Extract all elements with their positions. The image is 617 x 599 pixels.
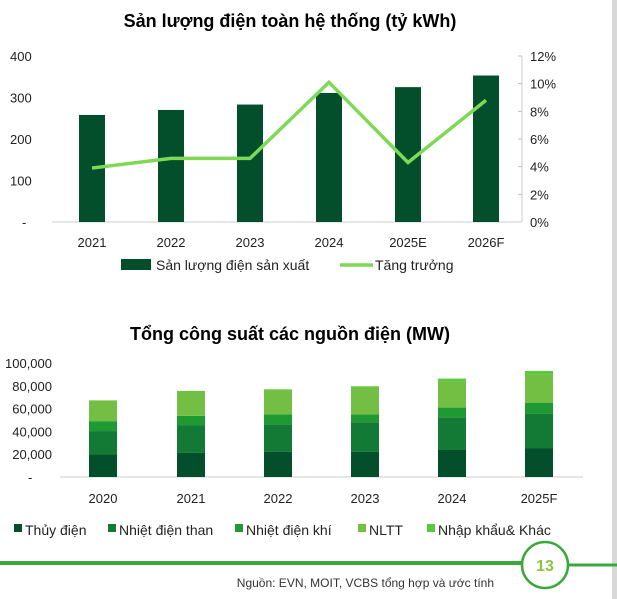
bar-segment-2023 [351,422,379,452]
legend-label: Nhập khẩu& Khác [438,522,551,538]
x-tick-label: 2025F [521,491,558,506]
bar-segment-2022 [264,414,292,425]
legend-label: Nhiệt điện than [119,522,213,538]
legend-label: Thủy điện [25,522,86,538]
bar-2026F [473,75,499,222]
y-tick-label: 80,000 [12,379,52,394]
bar-segment-2020 [89,431,117,455]
legend-swatch [108,524,116,532]
x-tick-label: 2023 [351,491,380,506]
legend-swatch [14,524,22,532]
bar-segment-2020 [89,454,117,477]
x-tick-label: 2021 [78,235,107,250]
y-tick-label: 300 [10,91,32,106]
legend-swatch [427,524,435,532]
bar-segment-2025F [525,374,553,403]
bar-2022 [158,109,184,222]
bar-segment-2021 [177,415,205,426]
bar-segment-2024 [438,449,466,477]
y-tick-label: - [22,215,26,230]
growth-line [91,79,488,170]
page-number: 13 [536,558,554,575]
bar-2023 [237,104,263,222]
bar-segment-2023 [351,386,379,388]
bar-segment-2024 [438,417,466,450]
bar-segment-2020 [89,421,117,432]
bar-segment-2021 [177,452,205,477]
y-tick-label: 40,000 [12,424,52,439]
legend-bar-label: Sản lượng điện sản xuất [156,257,309,273]
y-tick-label: 100 [10,174,32,189]
y-tick-label: - [28,470,32,485]
bar-segment-2022 [264,451,292,477]
bar-segment-2022 [264,390,292,415]
bar-segment-2024 [438,381,466,408]
y-tick-label: 400 [10,49,32,64]
y2-tick-label: 6% [530,132,549,147]
y2-tick-label: 4% [530,160,549,175]
bar-segment-2023 [351,414,379,423]
bar-segment-2025F [525,402,553,414]
bar-segment-2024 [438,407,466,418]
legend-swatch [358,524,366,532]
x-tick-label: 2025E [389,235,427,250]
y2-tick-label: 12% [530,49,556,64]
legend-label: Nhiệt điện khí [246,522,332,538]
y2-tick-label: 2% [530,187,549,202]
x-tick-label: 2024 [315,235,344,250]
legend-line-label: Tăng trưởng [375,257,453,273]
source-note: Nguồn: EVN, MOIT, VCBS tổng hợp và ước t… [237,576,494,590]
page-edge [612,0,617,599]
bar-segment-2022 [264,389,292,391]
bar-segment-2022 [264,424,292,452]
y2-tick-label: 8% [530,104,549,119]
y2-tick-label: 0% [530,215,549,230]
y-tick-label: 60,000 [12,402,52,417]
x-tick-label: 2022 [157,235,186,250]
legend-bar-swatch [121,259,151,270]
bar-segment-2025F [525,413,553,449]
bar-segment-2024 [438,378,466,382]
chart1-title: Sản lượng điện toàn hệ thống (tỷ kWh) [124,11,457,31]
bar-segment-2021 [177,425,205,453]
x-tick-label: 2022 [264,491,293,506]
legend-label: NLTT [369,522,403,538]
chart2-title: Tổng công suất các nguồn điện (MW) [130,324,450,344]
bar-segment-2023 [351,451,379,477]
legend-swatch [235,524,243,532]
bar-segment-2020 [89,400,117,422]
bar-segment-2021 [177,391,205,416]
bar-segment-2023 [351,387,379,415]
bar-segment-2025F [525,448,553,477]
y-tick-label: 200 [10,132,32,147]
page-number-badge [520,540,570,590]
x-tick-label: 2021 [177,491,206,506]
x-tick-label: 2026F [468,235,505,250]
x-tick-label: 2020 [89,491,118,506]
x-tick-label: 2023 [236,235,265,250]
y-tick-label: 20,000 [12,447,52,462]
y-tick-label: 100,000 [5,356,52,371]
y2-tick-label: 10% [530,77,556,92]
x-tick-label: 2024 [438,491,467,506]
bar-segment-2025F [525,370,553,375]
bar-segment-2021 [177,390,205,392]
bar-2024 [316,92,342,222]
